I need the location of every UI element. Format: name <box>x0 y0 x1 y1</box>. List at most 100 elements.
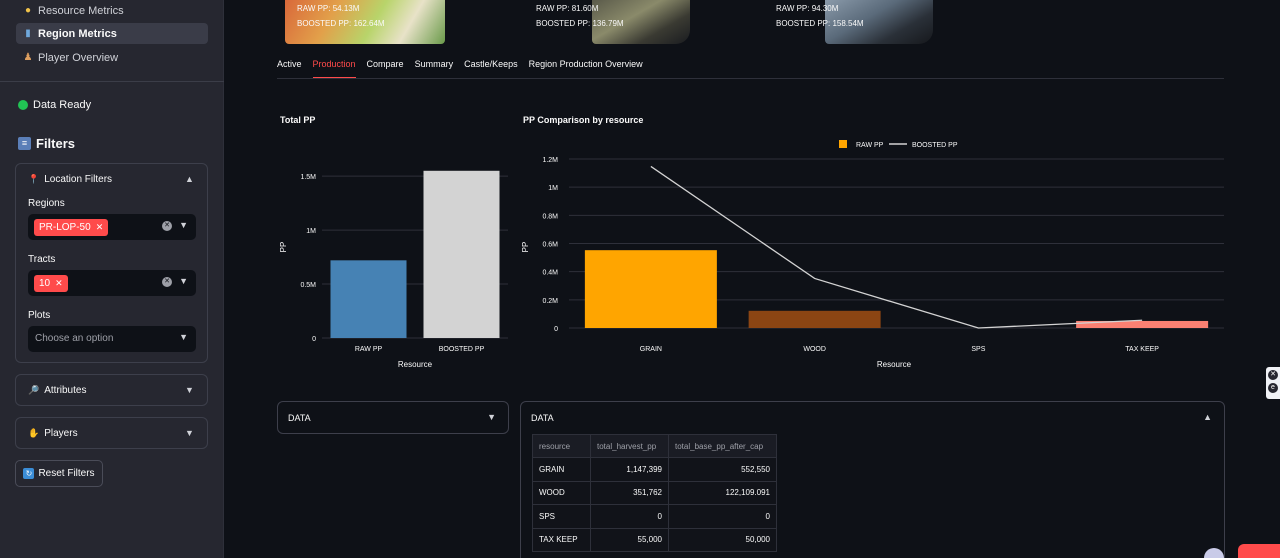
data-expander-left[interactable]: DATA ▼ <box>277 401 509 434</box>
bar-wood[interactable] <box>748 310 881 328</box>
y-tick-label: 0 <box>312 336 316 343</box>
sidebar-divider <box>0 81 224 82</box>
nav-resource-metrics[interactable]: ● Resource Metrics <box>16 0 208 21</box>
refresh-icon: ↻ <box>23 468 35 479</box>
table-cell[interactable]: 50,000 <box>668 527 777 552</box>
boosted-pp-line[interactable] <box>650 165 1143 329</box>
side-widget[interactable]: ✕ e <box>1266 367 1280 399</box>
table-cell[interactable]: 0 <box>590 504 669 529</box>
data-table[interactable]: resource total_harvest_pp total_base_pp_… <box>532 434 777 552</box>
deploy-button[interactable] <box>1238 544 1280 558</box>
region-card-2-stats: RAW PP: 81.60M BOOSTED PP: 136.79M <box>536 1 624 31</box>
raw-pp-label: RAW PP: 81.60M <box>536 4 599 13</box>
table-cell[interactable]: 1,147,399 <box>590 457 669 482</box>
location-filters-header[interactable]: 📍 Location Filters <box>28 174 112 185</box>
bar-boosted-pp[interactable] <box>423 170 500 338</box>
players-header[interactable]: ✋ Players <box>28 428 78 439</box>
nav-label: Resource Metrics <box>38 4 124 17</box>
y-tick-label: 1M <box>306 228 316 235</box>
tab-compare[interactable]: Compare <box>366 59 404 69</box>
nav-player-overview[interactable]: ♟ Player Overview <box>16 47 208 68</box>
filters-title: Filters <box>36 136 76 151</box>
chevron-up-icon[interactable]: ▲ <box>1203 412 1212 422</box>
table-row: WOOD 351,762 122,109.091 <box>532 480 777 505</box>
table-row: GRAIN 1,147,399 552,550 <box>532 457 777 482</box>
plots-placeholder: Choose an option <box>35 333 114 344</box>
data-expander-title: DATA <box>531 413 554 423</box>
regions-tag[interactable]: PR-LOP-50 ✕ <box>34 219 109 236</box>
tab-active[interactable]: Active <box>277 59 302 69</box>
bar-tax-keep[interactable] <box>1076 320 1209 328</box>
info-icon[interactable]: e <box>1268 383 1278 393</box>
total-pp-chart-title: Total PP <box>280 115 316 125</box>
boosted-pp-label: BOOSTED PP: 136.79M <box>536 19 624 28</box>
nav-region-metrics[interactable]: ▮ Region Metrics <box>16 23 208 44</box>
chevron-down-icon[interactable]: ▼ <box>179 220 188 230</box>
raw-pp-label: RAW PP: 94.30M <box>776 4 839 13</box>
x-tick-label: TAX KEEP <box>1125 346 1159 353</box>
y-tick-label: 0.8M <box>542 213 558 220</box>
table-cell[interactable]: 351,762 <box>590 480 669 505</box>
data-expander-right: DATA ▲ resource total_harvest_pp total_b… <box>520 401 1225 558</box>
column-header[interactable]: total_base_pp_after_cap <box>668 434 777 458</box>
y-axis-label: PP <box>521 242 530 253</box>
regions-multiselect[interactable]: PR-LOP-50 ✕ ✕ ▼ <box>28 214 196 240</box>
players-expander[interactable]: ✋ Players ▼ <box>15 417 208 449</box>
tab-castle-keeps[interactable]: Castle/Keeps <box>464 59 518 69</box>
table-cell[interactable]: 0 <box>668 504 777 529</box>
table-cell[interactable]: TAX KEEP <box>532 527 591 552</box>
pin-icon: 📍 <box>28 174 40 184</box>
column-header[interactable]: total_harvest_pp <box>590 434 669 458</box>
y-tick-label: 1.2M <box>542 157 558 164</box>
legend-label-raw-pp: RAW PP <box>856 142 884 149</box>
y-tick-label: 0.5M <box>300 282 316 289</box>
filters-heading: ≡ Filters <box>18 136 75 151</box>
people-icon: ♟ <box>23 52 33 63</box>
table-cell[interactable]: 552,550 <box>668 457 777 482</box>
bar-grain[interactable] <box>584 250 717 328</box>
players-title: Players <box>44 428 78 439</box>
reset-filters-button[interactable]: ↻ Reset Filters <box>15 460 103 487</box>
chevron-down-icon[interactable]: ▼ <box>179 332 188 342</box>
column-header[interactable]: resource <box>532 434 591 458</box>
bar-raw-pp[interactable] <box>330 260 407 338</box>
avatar[interactable] <box>1204 548 1224 558</box>
chevron-down-icon[interactable]: ▼ <box>185 385 194 395</box>
regions-label: Regions <box>28 198 65 209</box>
reset-filters-label: Reset Filters <box>38 468 95 479</box>
tab-production[interactable]: Production <box>312 59 356 79</box>
region-card-3: RAW PP: 94.30M BOOSTED PP: 158.54M <box>765 0 933 44</box>
table-cell[interactable]: 122,109.091 <box>668 480 777 505</box>
tracts-tag[interactable]: 10 ✕ <box>34 275 68 292</box>
region-card-3-stats: RAW PP: 94.30M BOOSTED PP: 158.54M <box>776 1 864 31</box>
total-pp-chart: 0 0.5M 1M 1.5M RAW PP BOOSTED PP Resource PP <box>279 170 508 369</box>
plots-select[interactable]: Choose an option ▼ <box>28 326 196 352</box>
data-status-label: Data Ready <box>33 99 92 111</box>
table-cell[interactable]: 55,000 <box>590 527 669 552</box>
data-expander-title: DATA <box>288 413 311 423</box>
table-header-row: resource total_harvest_pp total_base_pp_… <box>532 434 777 458</box>
chevron-down-icon[interactable]: ▼ <box>487 412 496 422</box>
y-tick-label: 0 <box>554 326 558 333</box>
remove-tag-icon[interactable]: ✕ <box>95 222 104 232</box>
attributes-header[interactable]: 🔎 Attributes <box>28 385 86 396</box>
close-icon[interactable]: ✕ <box>1268 370 1278 380</box>
chevron-down-icon[interactable]: ▼ <box>179 276 188 286</box>
table-cell[interactable]: SPS <box>532 504 591 529</box>
attributes-expander[interactable]: 🔎 Attributes ▼ <box>15 374 208 406</box>
region-map-thumbnail <box>592 0 690 44</box>
tracts-multiselect[interactable]: 10 ✕ ✕ ▼ <box>28 270 196 296</box>
table-cell[interactable]: WOOD <box>532 480 591 505</box>
table-cell[interactable]: GRAIN <box>532 457 591 482</box>
chevron-up-icon[interactable]: ▲ <box>185 174 194 184</box>
location-filters-title: Location Filters <box>44 174 113 185</box>
remove-tag-icon[interactable]: ✕ <box>55 278 63 288</box>
clear-icon[interactable]: ✕ <box>162 221 172 231</box>
nav-label: Region Metrics <box>38 27 117 40</box>
region-card-1: RAW PP: 54.13M BOOSTED PP: 162.64M <box>285 0 445 44</box>
clear-icon[interactable]: ✕ <box>162 277 172 287</box>
chevron-down-icon[interactable]: ▼ <box>185 428 194 438</box>
tab-summary[interactable]: Summary <box>414 59 454 69</box>
coin-icon: ● <box>24 5 32 16</box>
tab-region-production-overview[interactable]: Region Production Overview <box>528 59 643 69</box>
